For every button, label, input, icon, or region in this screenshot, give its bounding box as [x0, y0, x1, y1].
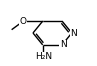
Text: H₂N: H₂N: [35, 52, 52, 61]
Text: O: O: [20, 17, 27, 26]
Text: N: N: [70, 29, 77, 37]
Text: N: N: [60, 40, 66, 49]
